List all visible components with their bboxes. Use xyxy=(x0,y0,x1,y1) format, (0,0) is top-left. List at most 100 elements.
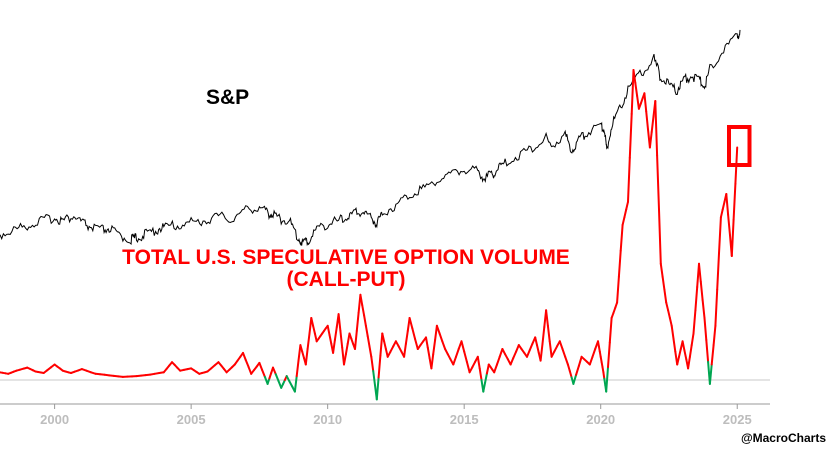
volume-segment xyxy=(608,317,613,344)
volume-segment xyxy=(363,314,367,327)
volume-segment xyxy=(650,115,655,133)
volume-segment-negative xyxy=(605,366,609,393)
volume-segment xyxy=(636,94,640,110)
volume-segment xyxy=(732,182,737,221)
volume-segment xyxy=(460,340,466,353)
volume-segment xyxy=(512,350,518,359)
volume-segment xyxy=(703,317,708,341)
volume-segment-negative xyxy=(708,363,713,385)
x-axis: 2000 2005 2010 2015 2020 2025 xyxy=(0,403,770,427)
volume-segment xyxy=(432,339,437,356)
volume-segment-negative xyxy=(274,373,280,382)
volume-segment xyxy=(712,324,717,347)
volume-segment xyxy=(299,344,304,353)
volume-segment xyxy=(306,332,311,350)
volume-segment xyxy=(588,355,594,366)
volume-segment xyxy=(623,208,628,219)
volume-segment xyxy=(648,131,653,149)
volume-segment xyxy=(434,324,438,341)
volume-segment xyxy=(566,363,571,372)
volume-segment xyxy=(272,366,277,376)
sp-line xyxy=(0,29,741,247)
volume-segment xyxy=(258,361,264,371)
volume-segment xyxy=(688,344,693,358)
volume-segment xyxy=(354,329,358,350)
volume-segment xyxy=(616,275,620,304)
volume-segment xyxy=(379,332,384,357)
volume-segment xyxy=(545,309,549,327)
volume-segment xyxy=(526,349,531,358)
volume-segment xyxy=(625,200,629,211)
x-tick-label: 2020 xyxy=(586,412,615,427)
volume-segment xyxy=(668,317,673,327)
sp-label: S&P xyxy=(206,86,249,109)
volume-segment xyxy=(485,363,490,375)
volume-segment xyxy=(359,293,364,307)
volume-segment xyxy=(408,317,414,330)
volume-segment xyxy=(602,371,606,380)
volume-segment xyxy=(714,288,719,327)
volume-segment xyxy=(366,335,371,348)
volume-segment xyxy=(536,344,540,354)
volume-segment xyxy=(725,193,730,216)
volume-segment xyxy=(730,218,735,257)
volume-segment xyxy=(242,351,247,361)
volume-segment xyxy=(683,349,688,361)
volume-segment xyxy=(441,340,447,350)
volume-segment xyxy=(452,355,457,366)
volume-segment xyxy=(591,348,597,358)
volume-segment xyxy=(361,304,366,317)
volume-segment xyxy=(328,333,333,345)
volume-segment xyxy=(430,353,435,370)
volume-segment xyxy=(627,156,631,203)
volume-segment xyxy=(575,364,580,376)
volume-segment xyxy=(541,326,546,345)
volume-segment xyxy=(383,340,387,350)
volume-segment xyxy=(617,249,622,278)
volume-segment xyxy=(355,311,360,332)
credit-label: @MacroCharts xyxy=(741,431,826,445)
volume-segment xyxy=(312,324,316,335)
volume-segment xyxy=(698,262,702,283)
volume-segment xyxy=(404,329,409,345)
volume-segment xyxy=(364,324,369,338)
volume-segment xyxy=(645,110,649,131)
volume-segment xyxy=(403,342,407,358)
volume-segment xyxy=(344,342,349,356)
volume-title-line2: (CALL-PUT) xyxy=(287,268,406,291)
volume-segment xyxy=(337,313,342,332)
volume-segment xyxy=(667,309,671,319)
volume-segment xyxy=(670,324,675,340)
volume-segment xyxy=(619,224,624,252)
volume-segment xyxy=(632,69,637,84)
volume-segment xyxy=(301,350,305,359)
volume-segment xyxy=(478,367,483,381)
volume-segment xyxy=(411,327,416,340)
volume-segment xyxy=(630,69,635,115)
volume-segment xyxy=(463,350,468,363)
volume-segment xyxy=(721,200,726,211)
volume-segment-negative xyxy=(482,381,487,393)
volume-segment xyxy=(247,365,253,375)
volume-segment xyxy=(654,100,659,157)
volume-segment xyxy=(244,358,250,368)
volume-series xyxy=(0,69,739,401)
volume-segment xyxy=(665,301,670,312)
volume-segment xyxy=(310,317,315,327)
volume-segment xyxy=(710,344,715,366)
volume-segment-negative xyxy=(484,372,488,384)
x-tick-label: 2010 xyxy=(313,412,342,427)
volume-segment xyxy=(663,288,668,304)
volume-segment xyxy=(534,336,538,347)
volume-segment xyxy=(414,337,419,350)
volume-segment xyxy=(577,355,583,367)
volume-segment xyxy=(528,342,534,352)
volume-segment xyxy=(716,252,720,291)
volume-segment xyxy=(343,353,347,366)
volume-segment xyxy=(465,360,471,374)
x-tick-label: 2000 xyxy=(40,412,69,427)
x-tick-label: 2025 xyxy=(723,412,752,427)
volume-segment-negative xyxy=(372,370,376,387)
volume-segment xyxy=(548,340,553,358)
volume-segment xyxy=(539,342,544,362)
